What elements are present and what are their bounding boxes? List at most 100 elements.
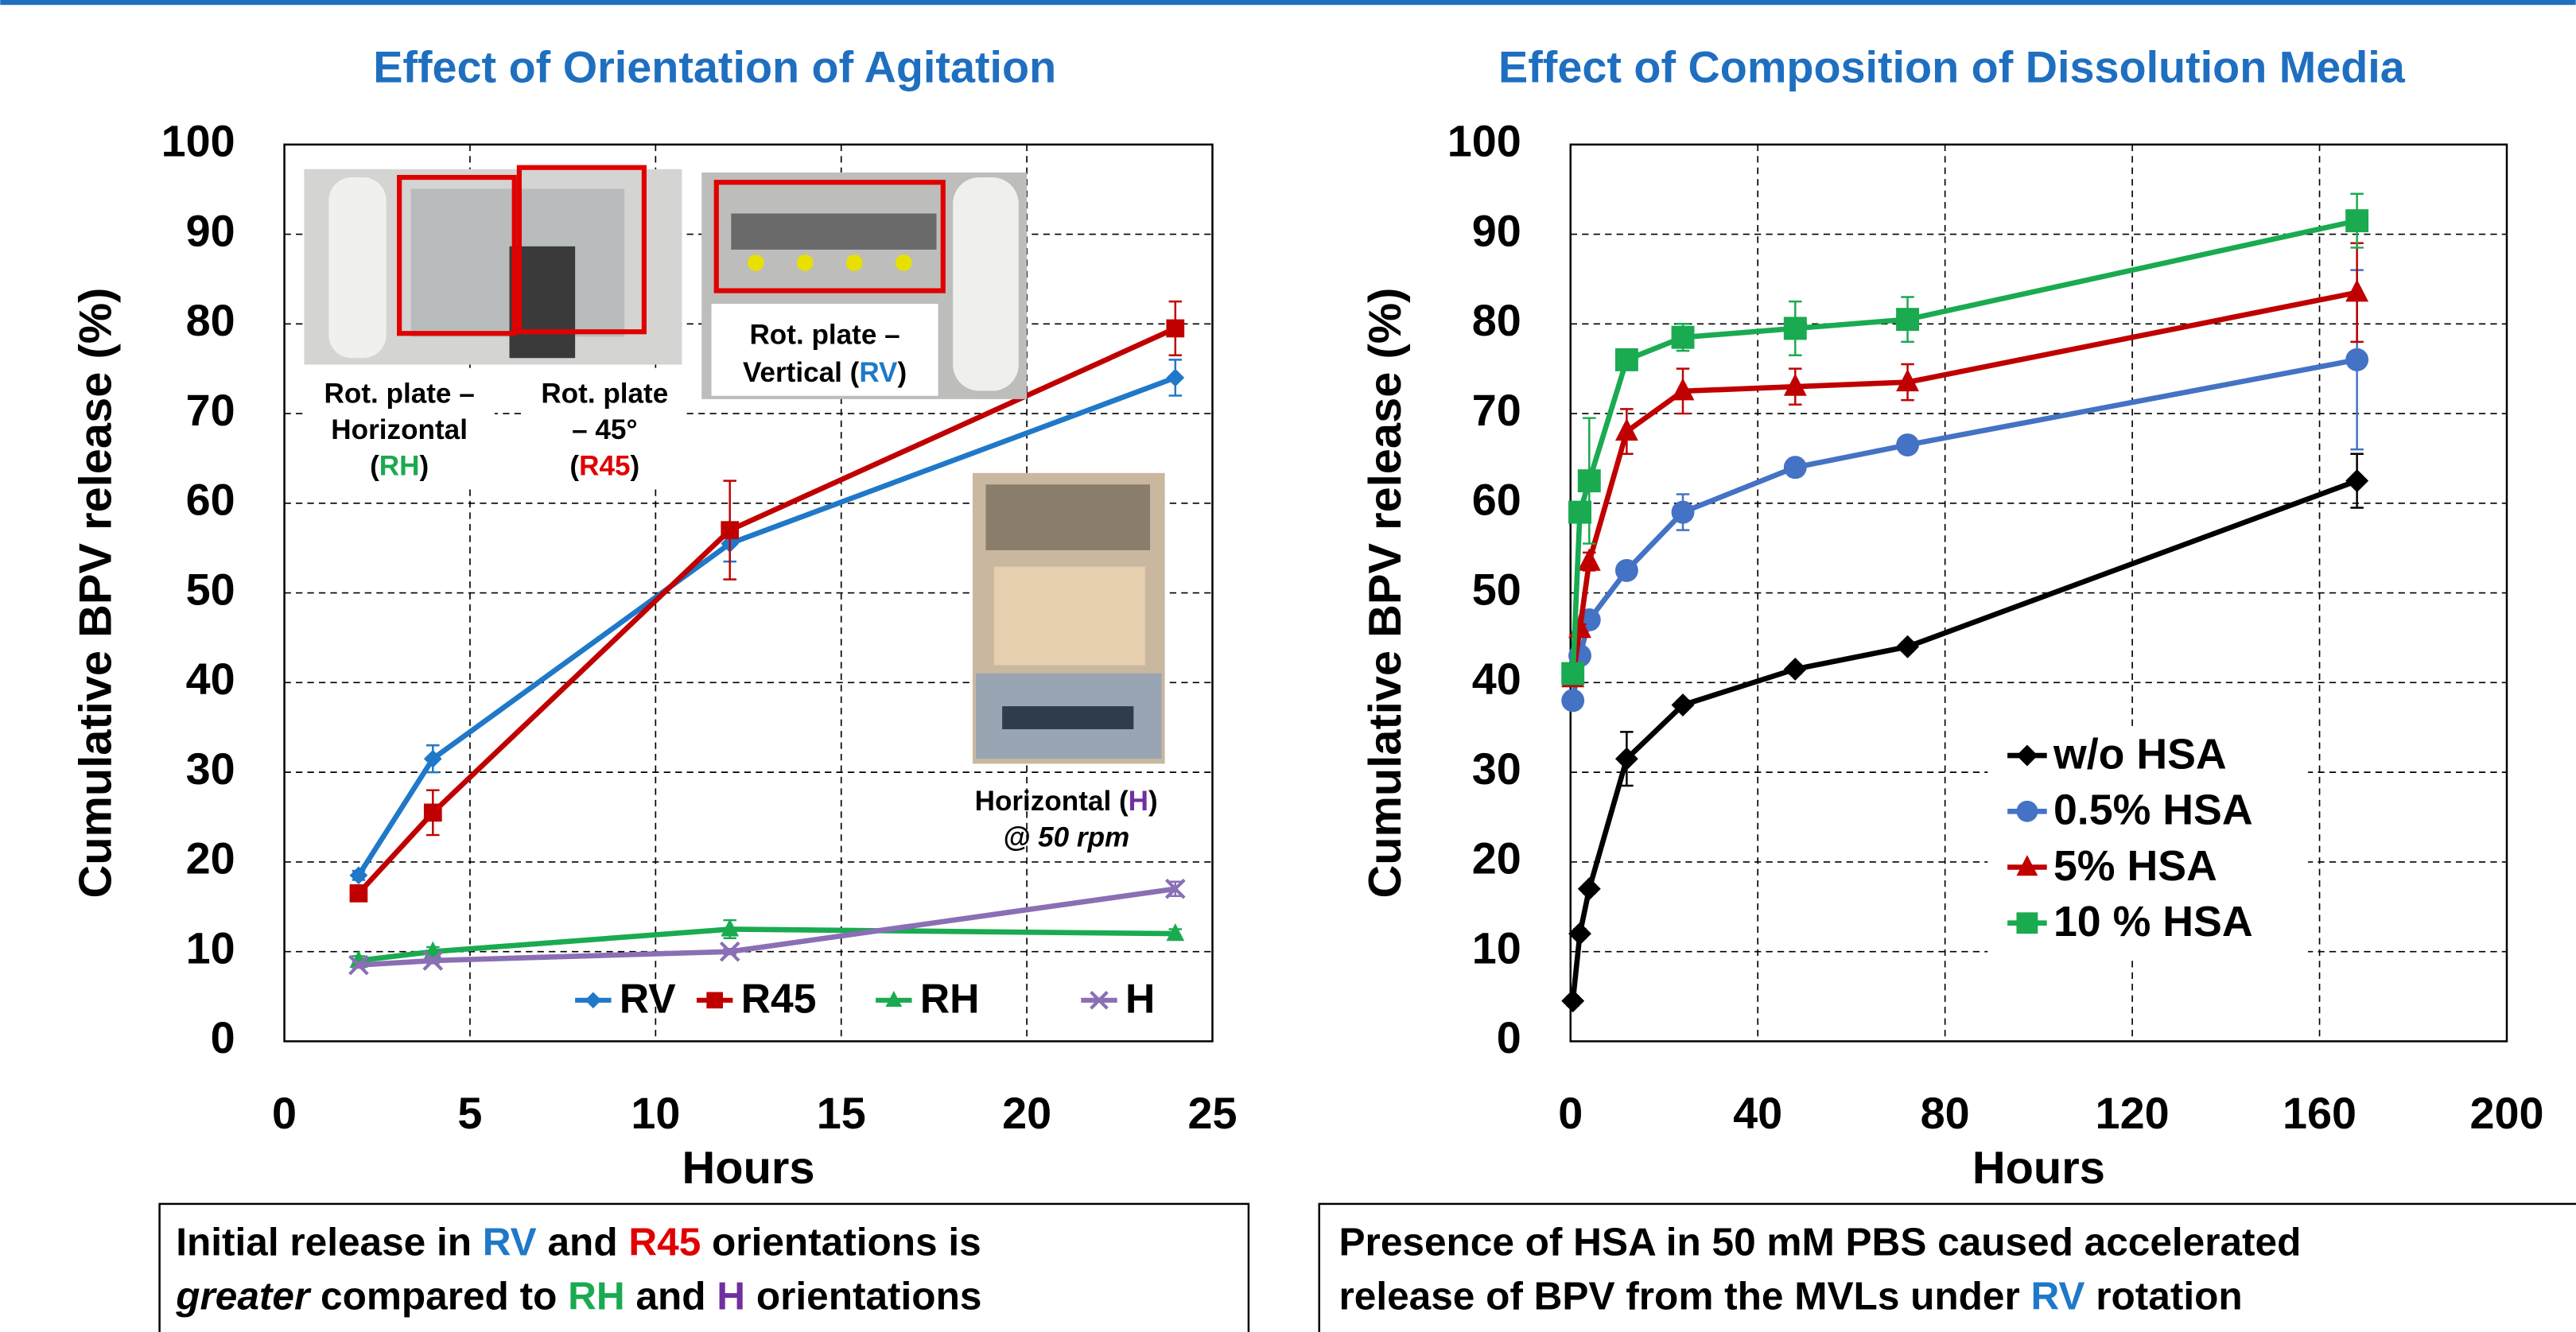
y-tick-label: 60 <box>186 476 235 525</box>
y-tick-label: 20 <box>186 834 235 883</box>
photo-label-segment: ( <box>569 451 579 482</box>
x-tick-label: 160 <box>2283 1089 2356 1138</box>
y-tick-label: 10 <box>1472 923 1521 973</box>
marker <box>1783 373 1807 396</box>
marker <box>1896 368 1920 392</box>
y-tick-label: 90 <box>186 206 235 255</box>
photo-label-segment: ( <box>370 451 379 482</box>
photo-label-segment: ) <box>420 451 429 482</box>
marker <box>348 954 369 976</box>
marker <box>719 941 740 962</box>
marker <box>2016 855 2038 876</box>
plot-frame <box>283 143 1214 1043</box>
y-tick-label: 30 <box>1472 744 1521 794</box>
series-line <box>358 886 1176 968</box>
photo-label: (RH) <box>370 451 429 482</box>
photo-label-segment: Rot. plate <box>541 379 668 410</box>
legend-label: 5% HSA <box>2053 842 2217 890</box>
marker <box>1896 433 1920 456</box>
photo-label-segment: ) <box>897 357 907 388</box>
marker <box>1090 991 1109 1010</box>
photo-label-segment: – 45° <box>572 414 637 445</box>
marker <box>1577 548 1601 571</box>
caption-segment: release of BPV from the MVLs under <box>1339 1274 2031 1318</box>
photo-label-segment: R45 <box>579 451 630 482</box>
marker <box>1671 500 1695 524</box>
chart-title: Effect of Composition of Dissolution Med… <box>1498 43 2406 92</box>
caption: greater compared to RH and H orientation… <box>175 1274 981 1318</box>
marker <box>2345 469 2369 493</box>
y-tick-label: 50 <box>1472 565 1521 614</box>
photo-label: Horizontal (H) <box>975 786 1158 817</box>
legend-label: 0.5% HSA <box>2053 786 2253 834</box>
y-tick-label: 40 <box>186 654 235 704</box>
series-line <box>356 375 1176 877</box>
y-tick-label: 0 <box>211 1013 235 1062</box>
photo-label-segment: RH <box>379 451 420 482</box>
marker <box>706 992 724 1009</box>
marker <box>1561 689 1585 713</box>
marker <box>1166 319 1185 338</box>
legend: w/o HSA 0.5% HSA 5% HSA 10 % HSA <box>1987 727 2309 958</box>
legend-label: RV <box>620 976 676 1022</box>
legend-box <box>1987 727 2309 958</box>
marker <box>1783 316 1807 340</box>
plot-frame <box>1569 143 2508 1043</box>
photo-label-segment: Vertical ( <box>743 357 860 388</box>
caption-segment: greater <box>175 1274 312 1318</box>
chart: 0 10 20 30 40 50 60 70 80 90 100 0 40 80 120 160 200 Effe… <box>1360 43 2544 1194</box>
y-tick-label: 70 <box>1472 386 1521 435</box>
x-tick-label: 10 <box>631 1089 680 1138</box>
legend-label: RH <box>920 976 980 1022</box>
marker <box>885 990 903 1008</box>
caption-segment: RV <box>483 1220 537 1264</box>
photo-label-segment: @ 50 rpm <box>1003 822 1129 853</box>
caption-segment: orientations <box>745 1274 981 1318</box>
x-tick-label: 40 <box>1733 1089 1782 1138</box>
caption-segment: H <box>717 1274 745 1318</box>
y-tick-label: 90 <box>1472 206 1521 255</box>
marker <box>721 918 740 937</box>
photo-label-segment: RV <box>859 357 898 388</box>
photo-label-segment: ) <box>631 451 640 482</box>
x-axis-label: Hours <box>1972 1143 2105 1194</box>
marker <box>422 950 444 971</box>
caption-segment: R45 <box>628 1220 701 1264</box>
x-axis-label: Hours <box>682 1143 815 1194</box>
marker <box>1166 923 1185 942</box>
photo-label-segment: Rot. plate – <box>324 379 475 410</box>
caption-box <box>158 1202 1250 1332</box>
marker <box>423 803 442 822</box>
photo-label: Horizontal <box>331 414 468 445</box>
x-tick-label: 80 <box>1921 1089 1970 1138</box>
y-tick-label: 20 <box>1472 834 1521 883</box>
legend-label: H <box>1125 976 1155 1022</box>
series-line <box>1570 289 2358 679</box>
marker <box>1568 500 1591 524</box>
marker <box>2016 800 2038 822</box>
y-tick-label: 60 <box>1472 476 1521 525</box>
x-tick-label: 20 <box>1002 1089 1051 1138</box>
x-tick-label: 5 <box>457 1089 482 1138</box>
marker <box>1577 877 1601 901</box>
caption-segment: orientations is <box>701 1220 981 1264</box>
caption: Initial release in RV and R45 orientatio… <box>176 1220 981 1264</box>
marker <box>349 884 368 903</box>
chart-title: Effect of Orientation of Agitation <box>373 43 1056 92</box>
marker <box>1896 308 1920 332</box>
series-line <box>356 325 1177 895</box>
y-tick-label: 30 <box>186 744 235 794</box>
caption-segment: Initial release in <box>176 1220 483 1264</box>
photo-label-segment: Horizontal <box>331 414 468 445</box>
photo-label-segment: H <box>1129 786 1148 817</box>
y-tick-label: 70 <box>186 386 235 435</box>
photo-shaker <box>972 472 1165 764</box>
marker <box>1166 368 1185 387</box>
y-tick-label: 40 <box>1472 654 1521 704</box>
x-tick-label: 15 <box>817 1089 866 1138</box>
y-tick-label: 0 <box>1497 1013 1521 1062</box>
photo-label-segment: Rot. plate – <box>749 320 899 351</box>
marker <box>2016 744 2038 767</box>
y-tick-label: 80 <box>186 296 235 345</box>
